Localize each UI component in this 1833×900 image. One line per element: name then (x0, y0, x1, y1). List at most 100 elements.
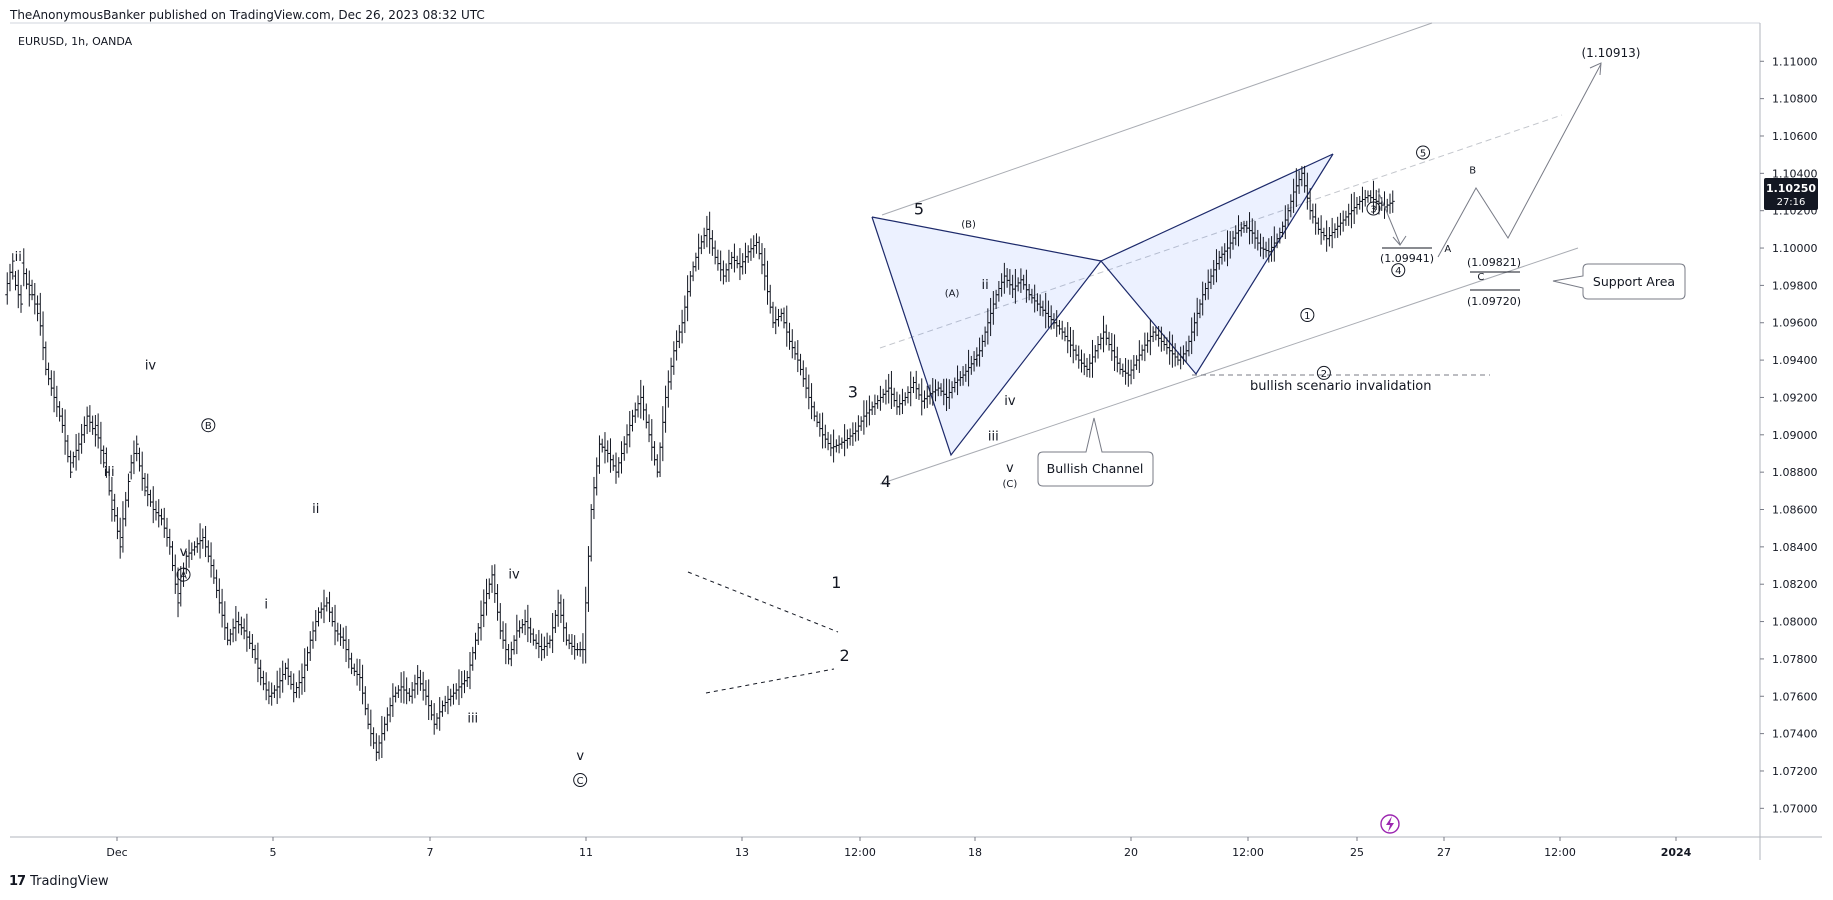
bullish-channel-label: Bullish Channel (1047, 461, 1144, 476)
triangle-upper-line (687, 571, 839, 633)
target-label-1: (1.10913) (1582, 46, 1641, 60)
wave-label: iv (145, 358, 157, 373)
wave-label: B (205, 421, 212, 432)
wave-label: v (1006, 461, 1014, 476)
x-tick-label: 5 (270, 846, 277, 859)
wave-label: B (1469, 165, 1476, 176)
support-area-callout[interactable]: Support Area (1552, 263, 1686, 300)
y-tick-label: 1.08800 (1772, 466, 1818, 479)
x-tick-label: 27 (1437, 846, 1451, 859)
x-tick-label: 20 (1124, 846, 1138, 859)
time-axis[interactable]: Dec 5 7 11 13 12:00 18 20 12:00 25 27 12:00 2024 (106, 837, 1692, 859)
publisher-header: TheAnonymousBanker published on TradingV… (10, 8, 485, 22)
wave-label: 5 (1420, 149, 1426, 160)
wave-label: 3 (848, 382, 858, 401)
x-tick-label: 11 (579, 846, 593, 859)
y-tick-label: 1.10800 (1772, 93, 1818, 106)
wave-label: 1 (831, 573, 841, 592)
lightning-icon[interactable] (1380, 814, 1400, 834)
y-tick-label: 1.07200 (1772, 765, 1818, 778)
x-tick-label: 25 (1350, 846, 1364, 859)
y-tick-label: 1.08000 (1772, 616, 1818, 629)
wave-label-circle (1366, 201, 1381, 216)
wave-label-circle (1416, 145, 1431, 160)
ohlc-bars (5, 165, 1395, 762)
y-tick-label: 1.10600 (1772, 130, 1818, 143)
wave-label-circle (176, 567, 191, 582)
channel-lower-line (879, 247, 1579, 485)
triangle-lower-line (705, 668, 835, 694)
y-tick-label: 1.11000 (1772, 55, 1818, 68)
wave-label-circle (573, 773, 588, 788)
wave-label-circle (1300, 308, 1315, 323)
target-label-2: (1.09941) (1380, 252, 1434, 265)
wave-label: ii (312, 502, 319, 517)
x-tick-label: 7 (427, 846, 434, 859)
wave-label: 5 (914, 199, 924, 218)
symbol-legend[interactable]: EURUSD, 1h, OANDA (18, 35, 133, 48)
wave-label: v (180, 545, 188, 560)
wave-label: 3 (1370, 205, 1376, 216)
projection-path-up (1437, 63, 1602, 258)
price-axis[interactable]: 1.110001.108001.106001.104001.102001.100… (1760, 55, 1818, 815)
wave-label-circle (201, 418, 216, 433)
wave-label: iv (508, 568, 520, 583)
wave-label: iii (988, 429, 999, 444)
y-tick-label: 1.07600 (1772, 690, 1818, 703)
wave-label: iv (1004, 394, 1016, 409)
y-tick-label: 1.09000 (1772, 429, 1818, 442)
wave-label: (B) (961, 219, 976, 230)
wave-label: 1 (1304, 311, 1310, 322)
support-area-label: Support Area (1593, 274, 1675, 289)
projection-path-down (1377, 190, 1401, 245)
tradingview-footer-label: TradingView (30, 874, 109, 889)
y-tick-label: 1.07800 (1772, 653, 1818, 666)
y-tick-label: 1.07400 (1772, 728, 1818, 741)
wave-label: C (1477, 272, 1484, 283)
x-tick-label: 2024 (1661, 846, 1692, 859)
x-tick-label: 12:00 (1232, 846, 1264, 859)
wave-label: 2 (840, 646, 850, 665)
wave-labels: iiiiiivvABiiiiiiivvC12345(B)(A)iiiiviiiv… (15, 145, 1484, 788)
bullish-channel-callout[interactable]: Bullish Channel (1037, 417, 1154, 487)
wave-label: 2 (1321, 369, 1327, 380)
wave-label: ii (981, 278, 988, 293)
wave-label: A (1444, 244, 1451, 255)
projection-arrow-up (1589, 62, 1602, 76)
tradingview-logo-icon: 17 (9, 874, 26, 889)
y-tick-label: 1.08600 (1772, 504, 1818, 517)
x-tick-label: 12:00 (844, 846, 876, 859)
wave-label: A (180, 571, 187, 582)
y-tick-label: 1.09800 (1772, 279, 1818, 292)
wave-label: iii (467, 711, 478, 726)
invalidation-note: bullish scenario invalidation (1250, 379, 1432, 394)
wave-label: ii (15, 250, 22, 265)
y-tick-label: 1.09600 (1772, 317, 1818, 330)
last-price-badge: 1.10250 27:16 (1764, 178, 1818, 210)
wave-label: i (975, 355, 979, 370)
harmonic-xb-line (871, 216, 1102, 262)
wave-label: (A) (945, 289, 960, 300)
projection-arrow-down (1392, 235, 1407, 246)
y-tick-label: 1.10400 (1772, 167, 1818, 180)
bar-countdown: 27:16 (1777, 197, 1806, 208)
x-tick-label: 13 (735, 846, 749, 859)
wave-label-circle (1316, 365, 1331, 380)
x-tick-label: 18 (968, 846, 982, 859)
harmonic-bd-line (1100, 153, 1334, 262)
tradingview-footer[interactable]: 17 TradingView (9, 874, 109, 889)
y-tick-label: 1.08400 (1772, 541, 1818, 554)
target-label-3: (1.09821) (1467, 256, 1521, 269)
wave-label: iii (104, 465, 115, 480)
wave-label: i (264, 597, 268, 612)
last-price: 1.10250 (1766, 182, 1816, 195)
y-tick-label: 1.07000 (1772, 802, 1818, 815)
wave-label: 4 (881, 472, 891, 491)
channel-upper-line (881, 22, 1433, 216)
y-tick-label: 1.09200 (1772, 391, 1818, 404)
wave-label: v (576, 749, 584, 764)
harmonic-triangle-left (872, 217, 1101, 455)
x-tick-label: Dec (106, 846, 127, 859)
wave-label-circle (1391, 263, 1406, 278)
